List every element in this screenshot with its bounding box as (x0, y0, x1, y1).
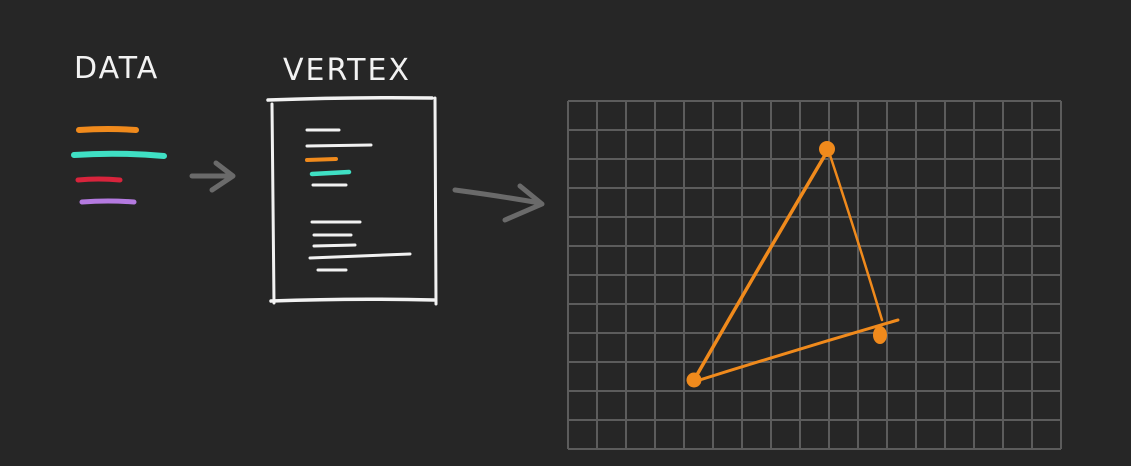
vertex-label: VERTEX (283, 53, 411, 88)
data-stroke-teal (71, 150, 167, 159)
data-stroke-red (75, 176, 123, 183)
data-stroke-purple (79, 198, 137, 205)
data-stroke-orange (76, 126, 139, 133)
triangle-vertices (686, 141, 887, 388)
data-strokes (71, 126, 167, 205)
vertex-point-top (819, 141, 835, 157)
code-line-orange (305, 157, 338, 162)
data-label: DATA (74, 51, 159, 86)
vertex-code-lines (305, 128, 412, 272)
vertex-point-bottom-left (686, 372, 702, 388)
triangle-edge-left (692, 148, 830, 382)
code-line-teal (309, 169, 352, 177)
raster-grid (567, 100, 1062, 450)
triangle-edge-right (827, 150, 884, 322)
vertex-point-right (873, 326, 887, 344)
vertex-shader-box (266, 96, 438, 306)
triangle (688, 148, 900, 385)
arrow-right-icon (452, 183, 545, 223)
triangle-edge-bottom (688, 318, 900, 385)
arrow-right-icon (189, 160, 236, 193)
